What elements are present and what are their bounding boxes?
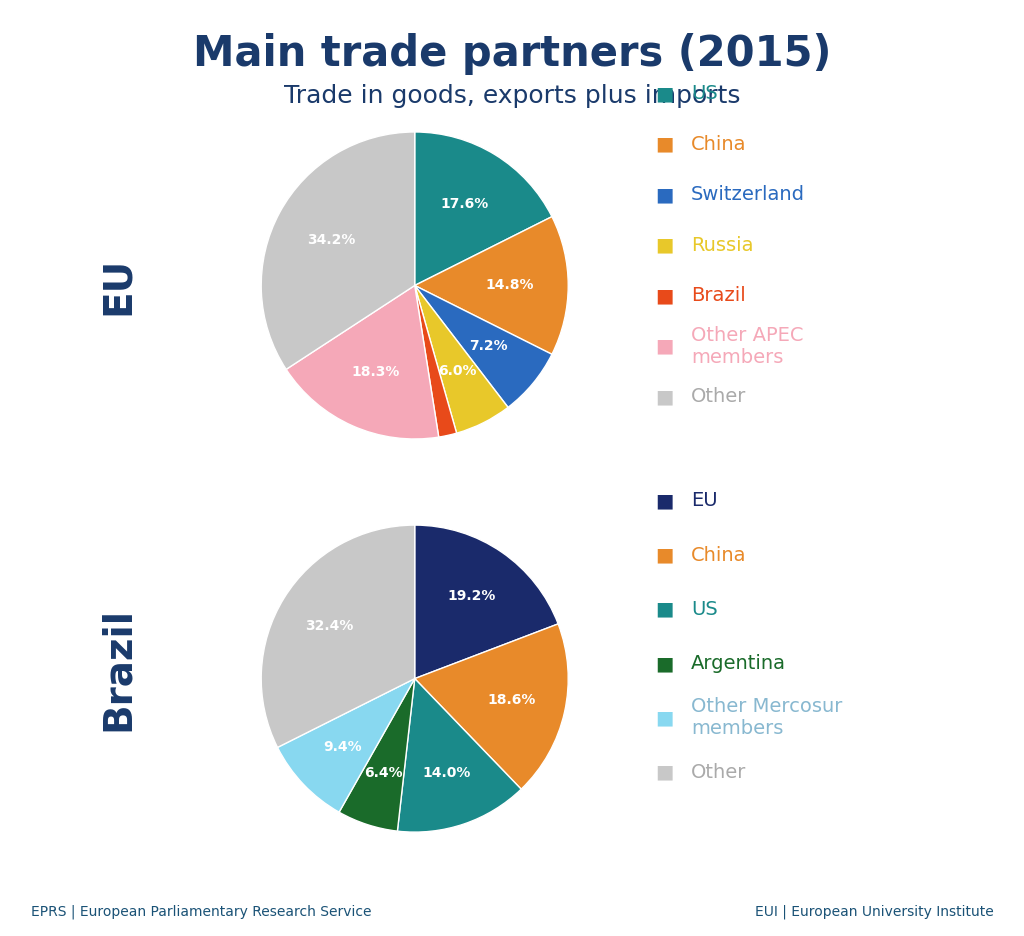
Text: Trade in goods, exports plus imports: Trade in goods, exports plus imports xyxy=(284,84,740,109)
Text: ■: ■ xyxy=(655,84,674,103)
Text: US: US xyxy=(691,600,718,619)
Text: ■: ■ xyxy=(655,763,674,782)
Text: Russia: Russia xyxy=(691,236,754,255)
Text: China: China xyxy=(691,135,746,154)
Text: 6.0%: 6.0% xyxy=(438,363,476,377)
Text: US: US xyxy=(691,84,718,103)
Wedge shape xyxy=(286,285,438,439)
Wedge shape xyxy=(415,132,552,285)
Text: ■: ■ xyxy=(655,286,674,305)
Wedge shape xyxy=(415,285,508,433)
Wedge shape xyxy=(415,285,457,437)
Text: 14.0%: 14.0% xyxy=(423,766,471,780)
Text: China: China xyxy=(691,546,746,564)
Wedge shape xyxy=(261,525,415,748)
Text: ■: ■ xyxy=(655,709,674,727)
Text: Brazil: Brazil xyxy=(691,286,745,305)
Wedge shape xyxy=(415,216,568,355)
Text: Switzerland: Switzerland xyxy=(691,185,805,204)
Text: ■: ■ xyxy=(655,388,674,406)
Text: 7.2%: 7.2% xyxy=(469,339,507,353)
Text: 6.4%: 6.4% xyxy=(365,767,403,781)
Text: Other: Other xyxy=(691,388,746,406)
Text: 19.2%: 19.2% xyxy=(447,590,496,604)
Wedge shape xyxy=(415,285,552,407)
Text: ■: ■ xyxy=(655,546,674,564)
Text: 9.4%: 9.4% xyxy=(324,740,361,754)
Wedge shape xyxy=(339,679,415,831)
Text: 17.6%: 17.6% xyxy=(440,197,488,212)
Text: 18.6%: 18.6% xyxy=(487,694,537,708)
Text: ■: ■ xyxy=(655,185,674,204)
Text: Argentina: Argentina xyxy=(691,654,786,673)
Wedge shape xyxy=(278,679,415,812)
Text: 14.8%: 14.8% xyxy=(485,279,535,292)
Wedge shape xyxy=(415,624,568,789)
Text: Other Mercosur
members: Other Mercosur members xyxy=(691,697,843,739)
Text: ■: ■ xyxy=(655,236,674,255)
Wedge shape xyxy=(415,525,558,679)
Text: Brazil: Brazil xyxy=(98,607,137,731)
Text: Other APEC
members: Other APEC members xyxy=(691,326,804,367)
Text: EU: EU xyxy=(691,491,718,510)
Text: 32.4%: 32.4% xyxy=(305,620,354,633)
Text: Main trade partners (2015): Main trade partners (2015) xyxy=(193,33,831,75)
Text: ■: ■ xyxy=(655,135,674,154)
Text: ■: ■ xyxy=(655,654,674,673)
Text: Other: Other xyxy=(691,763,746,782)
Text: EUI | European University Institute: EUI | European University Institute xyxy=(755,905,993,919)
Text: 18.3%: 18.3% xyxy=(352,365,400,379)
Text: EU: EU xyxy=(98,256,137,314)
Text: ■: ■ xyxy=(655,491,674,510)
Wedge shape xyxy=(261,132,415,370)
Text: EPRS | European Parliamentary Research Service: EPRS | European Parliamentary Research S… xyxy=(31,905,372,919)
Text: 34.2%: 34.2% xyxy=(307,233,355,247)
Text: ■: ■ xyxy=(655,337,674,356)
Wedge shape xyxy=(397,679,521,832)
Text: ■: ■ xyxy=(655,600,674,619)
